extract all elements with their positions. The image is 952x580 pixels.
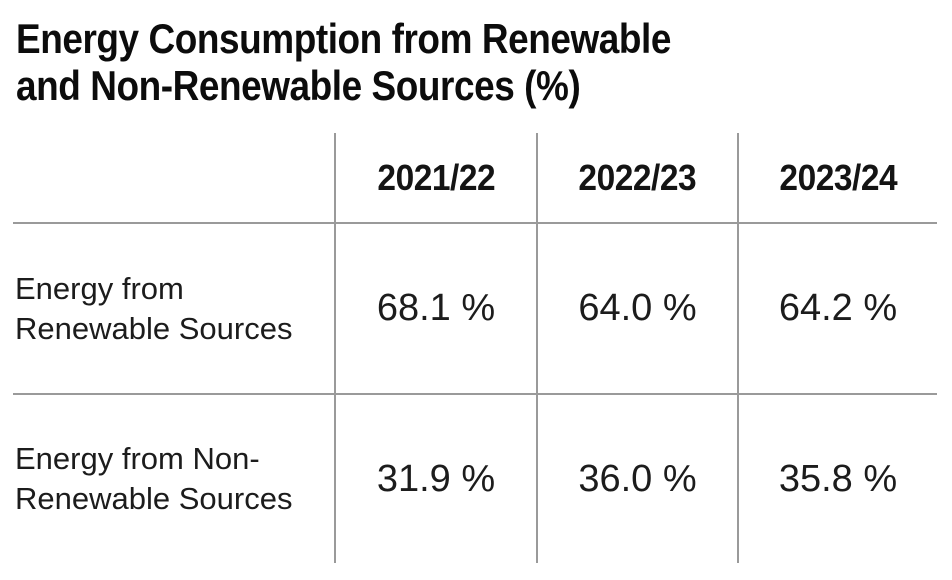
value-renewable-2021-22: 68.1 % — [334, 222, 536, 393]
column-header-2023-24: 2023/24 — [737, 133, 937, 222]
table-corner-cell — [13, 133, 334, 222]
energy-consumption-table: 2021/22 2022/23 2023/24 Energy from Rene… — [13, 133, 937, 563]
value-non-renewable-2021-22: 31.9 % — [334, 393, 536, 563]
page-title-line-1: Energy Consumption from Renewable — [16, 15, 671, 62]
row-label-line: Energy from — [15, 270, 184, 306]
page-title-line-2: and Non-Renewable Sources (%) — [16, 62, 581, 109]
value-non-renewable-2023-24: 35.8 % — [737, 393, 937, 563]
column-header-label: 2022/23 — [578, 156, 697, 198]
row-label-line: Energy from Non- — [15, 441, 260, 476]
row-label-non-renewable: Energy from Non- Renewable Sources — [13, 393, 334, 563]
value-non-renewable-2022-23: 36.0 % — [536, 393, 737, 563]
column-header-2022-23: 2022/23 — [536, 133, 737, 222]
row-label-line: Renewable Sources — [15, 310, 293, 346]
column-header-label: 2023/24 — [779, 156, 897, 198]
page-title-text: Energy Consumption from Renewable and No… — [16, 15, 671, 109]
row-label-renewable: Energy from Renewable Sources — [13, 222, 334, 393]
page-title: Energy Consumption from Renewable and No… — [16, 15, 760, 109]
value-renewable-2023-24: 64.2 % — [737, 222, 937, 393]
column-header-label: 2021/22 — [377, 156, 495, 198]
column-header-2021-22: 2021/22 — [334, 133, 536, 222]
row-label-line: Renewable Sources — [15, 481, 293, 516]
value-renewable-2022-23: 64.0 % — [536, 222, 737, 393]
